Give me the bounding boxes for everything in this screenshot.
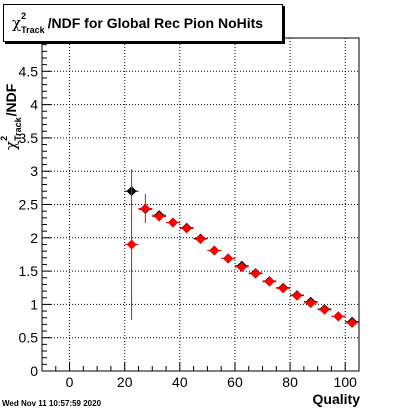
- chart-title-box: χ 2 Track /NDF for Global Rec Pion NoHit…: [3, 4, 283, 42]
- axis-ticks: [41, 44, 360, 372]
- ylabel-subscript: Track: [13, 117, 23, 141]
- data-point-marker: [195, 234, 206, 245]
- data-point-marker: [333, 311, 344, 322]
- title-supsub: 2 Track: [21, 11, 45, 35]
- data-point-marker: [319, 304, 330, 315]
- y-axis-label-text: χ 2 Track /NDF: [0, 83, 23, 150]
- data-series: [124, 169, 359, 329]
- data-point-marker: [126, 239, 137, 250]
- data-point-marker: [209, 245, 220, 256]
- x-axis-label: Quality: [312, 391, 360, 407]
- y-tick-label: 0: [30, 363, 38, 379]
- ylabel-superscript: 2: [0, 135, 9, 141]
- tick-labels: 0 20 40 60 80 100 0 0.5 1 1.5 2 2.5 3 3.5 4 4.5: [19, 63, 358, 390]
- title-text: /NDF for Global Rec Pion NoHits: [47, 15, 264, 31]
- x-tick-label: 40: [172, 374, 188, 390]
- y-tick-label: 4: [30, 97, 38, 113]
- series-group: [124, 169, 359, 329]
- data-point-marker: [223, 253, 234, 264]
- x-tick-label: 60: [227, 374, 243, 390]
- x-tick-label: 0: [66, 374, 74, 390]
- data-point-marker: [140, 203, 151, 214]
- title-chi-symbol: χ: [12, 14, 22, 32]
- y-tick-label: 1.5: [19, 263, 39, 279]
- x-tick-label: 20: [117, 374, 133, 390]
- y-tick-label: 0.5: [19, 330, 39, 346]
- chart-title: χ 2 Track /NDF for Global Rec Pion NoHit…: [4, 5, 282, 41]
- data-point-marker: [236, 262, 247, 273]
- data-point-marker: [167, 217, 178, 228]
- data-point-marker: [347, 318, 358, 329]
- y-tick-label: 2.5: [19, 197, 39, 213]
- y-tick-label: 2: [30, 230, 38, 246]
- y-tick-label: 4.5: [19, 63, 39, 79]
- y-tick-label: 3.5: [19, 130, 39, 146]
- y-tick-label: 3: [30, 163, 38, 179]
- y-tick-label: 1: [30, 296, 38, 312]
- ylabel-supsub: 2 Track: [0, 117, 23, 141]
- data-point-marker: [291, 290, 302, 301]
- data-point-marker: [154, 211, 165, 222]
- y-axis-label: χ 2 Track /NDF: [0, 40, 28, 150]
- timestamp: Wed Nov 11 10:57:59 2020: [2, 399, 102, 408]
- data-point-marker: [278, 283, 289, 294]
- ylabel-rest: /NDF: [3, 83, 19, 117]
- data-point-marker: [264, 276, 275, 287]
- title-superscript: 2: [21, 11, 27, 21]
- x-tick-label: 80: [282, 374, 298, 390]
- ylabel-chi-symbol: χ: [2, 140, 20, 150]
- data-point-marker: [181, 223, 192, 234]
- x-tick-label: 100: [334, 374, 358, 390]
- title-subscript: Track: [21, 25, 45, 35]
- data-point-marker: [305, 298, 316, 309]
- data-point-marker: [250, 268, 261, 279]
